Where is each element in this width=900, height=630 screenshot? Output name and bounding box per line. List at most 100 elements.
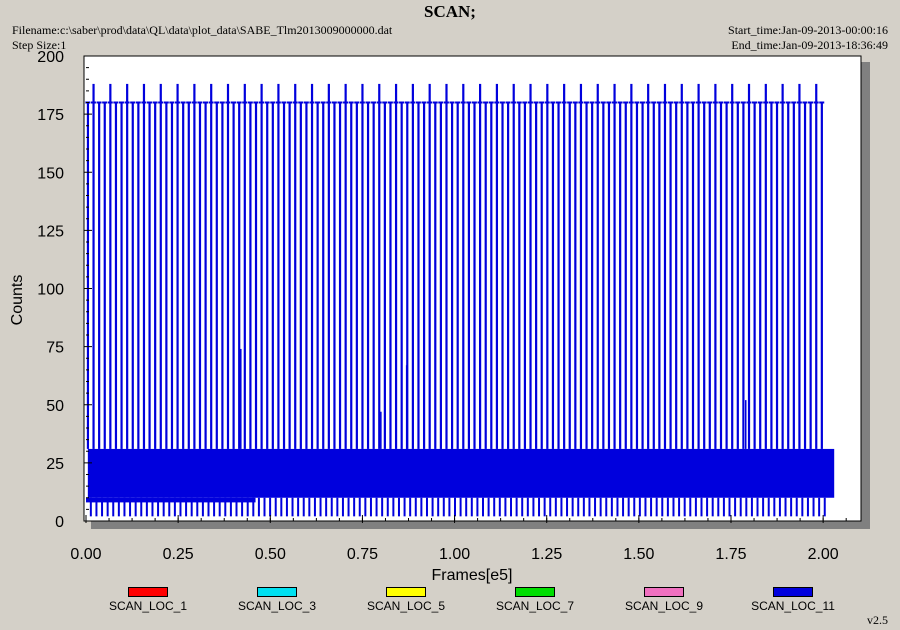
- spike: [271, 102, 274, 449]
- spike: [624, 102, 627, 449]
- spike: [366, 102, 370, 449]
- y-axis-label: Counts: [9, 275, 26, 326]
- spike: [563, 83, 566, 449]
- spike: [602, 102, 605, 449]
- spike: [731, 83, 734, 449]
- spike: [400, 102, 403, 449]
- spike: [596, 83, 599, 449]
- spike: [736, 102, 739, 449]
- spike: [557, 102, 560, 449]
- spike: [462, 83, 465, 449]
- spike: [641, 102, 644, 449]
- spike: [787, 102, 790, 449]
- spike: [669, 102, 672, 449]
- spike: [501, 102, 504, 449]
- x-tick-label: 1.75: [715, 546, 746, 563]
- spike: [820, 102, 823, 449]
- spike: [288, 102, 291, 449]
- spike: [210, 83, 213, 449]
- spike: [658, 102, 661, 449]
- spike: [680, 83, 683, 449]
- spike: [691, 102, 695, 449]
- legend-label: SCAN_LOC_1: [108, 599, 188, 613]
- spike: [613, 83, 616, 449]
- spike: [579, 83, 583, 449]
- legend-swatch: [128, 587, 168, 597]
- spike: [417, 102, 420, 449]
- spike: [260, 83, 263, 449]
- spike: [310, 83, 314, 449]
- spike: [344, 83, 347, 449]
- spike: [591, 102, 594, 449]
- spike: [176, 83, 179, 449]
- spike: [630, 83, 633, 449]
- spike: [450, 102, 454, 449]
- spike: [316, 102, 319, 449]
- spike: [467, 102, 470, 449]
- spike: [635, 102, 639, 449]
- spike: [747, 83, 751, 449]
- version-label: v2.5: [867, 613, 888, 627]
- spike: [473, 102, 476, 449]
- spike: [182, 102, 185, 449]
- legend-swatch: [773, 587, 813, 597]
- spike: [529, 83, 532, 449]
- spike: [585, 102, 588, 449]
- spike: [568, 102, 571, 449]
- legend-swatch: [257, 587, 297, 597]
- spike: [254, 102, 258, 449]
- spike: [243, 83, 246, 449]
- spike: [394, 83, 398, 449]
- spike: [686, 102, 689, 449]
- spike: [361, 83, 364, 449]
- x-tick-label: 1.00: [439, 546, 470, 563]
- y-tick-label: 25: [46, 456, 64, 473]
- spike: [238, 102, 241, 449]
- spike: [703, 102, 706, 449]
- spike: [714, 83, 717, 449]
- legend-label: SCAN_LOC_3: [237, 599, 317, 613]
- spike: [165, 102, 168, 449]
- y-tick-label: 200: [37, 49, 64, 66]
- x-tick-label: 0.00: [70, 546, 101, 563]
- filename-label: Filename:c:\saber\prod\data\QL\data\plot…: [12, 23, 393, 37]
- spike: [187, 102, 190, 449]
- spike: [98, 102, 101, 449]
- spike: [137, 102, 140, 449]
- baseline-band: [87, 448, 835, 498]
- legend-swatch: [386, 587, 426, 597]
- spike: [193, 83, 196, 449]
- spike: [389, 102, 392, 449]
- spike: [697, 83, 700, 449]
- spike: [719, 102, 723, 449]
- spike: [277, 83, 280, 449]
- x-tick-label: 1.50: [623, 546, 654, 563]
- spike: [131, 102, 134, 449]
- spike: [422, 102, 426, 449]
- axes-layer: 0 25 50 75 100 125 150 175 200 0.00 0.25 0.50 0.75 1.…: [37, 49, 847, 563]
- spike: [607, 102, 611, 449]
- spike: [154, 102, 157, 449]
- spike: [792, 102, 795, 449]
- spike: [803, 102, 807, 449]
- x-axis-label: Frames[e5]: [432, 567, 513, 584]
- end-time-label: End_time:Jan-09-2013-18:36:49: [731, 38, 888, 52]
- spike: [445, 83, 448, 449]
- spike: [815, 83, 818, 449]
- spike: [512, 83, 515, 449]
- spike: [350, 102, 353, 449]
- spike: [809, 102, 812, 449]
- spike: [619, 102, 622, 449]
- legend-label: SCAN_LOC_11: [751, 599, 835, 613]
- spike: [540, 102, 543, 449]
- spike: [109, 83, 112, 449]
- spike: [338, 102, 342, 449]
- spike: [708, 102, 711, 449]
- step-size-label: Step Size:1: [12, 38, 67, 52]
- spike: [198, 102, 202, 449]
- y-tick-label: 150: [37, 165, 64, 182]
- x-tick-label: 0.50: [255, 546, 286, 563]
- spike: [753, 102, 756, 449]
- start-time-label: Start_time:Jan-09-2013-00:00:16: [728, 23, 888, 37]
